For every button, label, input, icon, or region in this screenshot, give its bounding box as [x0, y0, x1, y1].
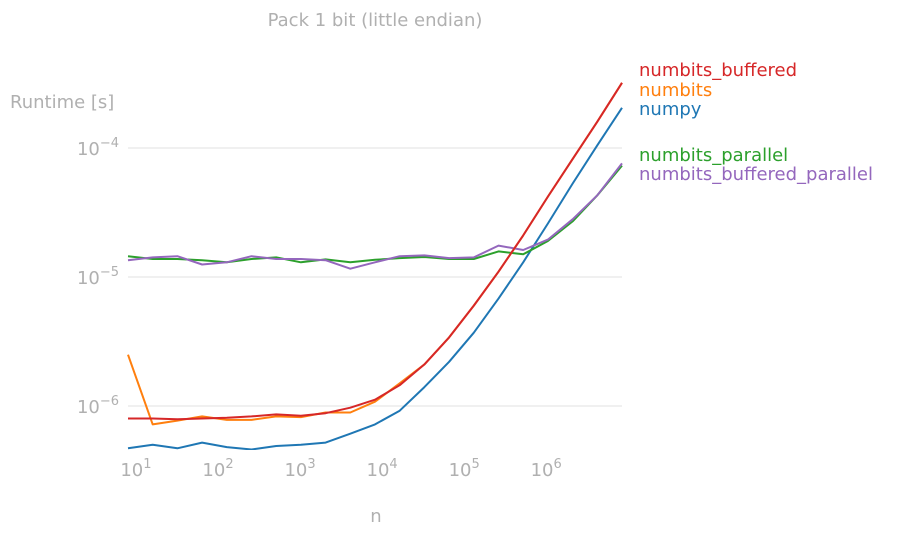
legend-label-numbits-buffered-parallel: numbits_buffered_parallel: [639, 164, 873, 185]
x-tick-label: 103: [284, 457, 315, 481]
legend-label-numpy: numpy: [639, 99, 702, 120]
x-tick-label: 102: [202, 457, 233, 481]
legend-label-numbits: numbits: [639, 80, 712, 101]
series-line-numbits-buffered-parallel: [127, 162, 623, 270]
series-line-numpy: [127, 107, 623, 450]
x-tick-label: 106: [531, 457, 562, 481]
legend-label-numbits-buffered: numbits_buffered: [639, 60, 797, 81]
y-tick-label: 10−4: [77, 136, 119, 160]
x-axis-label: n: [370, 506, 381, 527]
x-tick-label: 104: [367, 457, 398, 481]
y-tick-labels: 10−6 10−5 10−4: [77, 136, 119, 418]
series-line-numbits: [127, 82, 623, 426]
y-tick-label: 10−6: [77, 394, 119, 418]
x-tick-labels: 101 102 103 104 105 106: [120, 457, 561, 481]
x-tick-label: 101: [120, 457, 151, 481]
chart-title: Pack 1 bit (little endian): [268, 10, 483, 31]
series-lines: [127, 82, 623, 450]
gridlines: [128, 147, 622, 407]
series-line-numbits-parallel: [127, 164, 623, 264]
x-tick-label: 105: [449, 457, 480, 481]
series-line-numbits-buffered: [128, 82, 623, 421]
y-tick-label: 10−5: [77, 265, 119, 289]
legend-label-numbits-parallel: numbits_parallel: [639, 145, 788, 166]
y-axis-label: Runtime [s]: [10, 92, 114, 113]
